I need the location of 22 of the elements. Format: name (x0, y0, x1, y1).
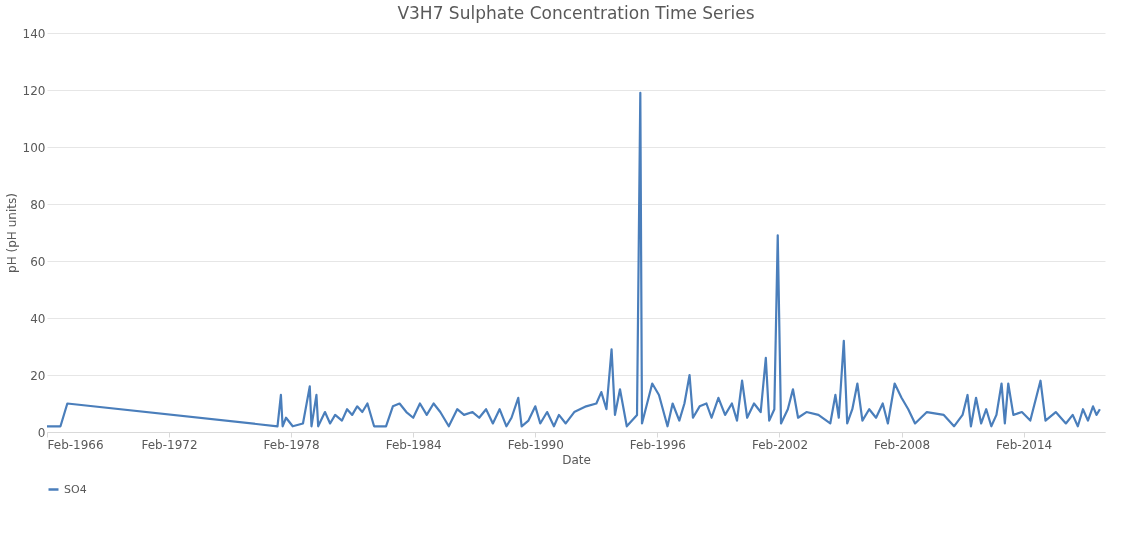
legend-label: SO4 (64, 482, 87, 496)
y-tick-label: 40 (30, 311, 46, 326)
x-axis-title: Date (562, 452, 591, 467)
x-tick-label: Feb-2014 (996, 437, 1053, 452)
y-tick-label: 80 (30, 197, 46, 212)
x-tick-label: Feb-1990 (507, 437, 564, 452)
line-series (45, 91, 1101, 428)
x-tick-label: Feb-1966 (47, 437, 104, 452)
x-tick-label: Feb-2002 (751, 437, 809, 452)
y-tick-label: 120 (22, 83, 46, 98)
chart-title: V3H7 Sulphate Concentration Time Series (397, 3, 755, 23)
y-tick-label: 140 (22, 26, 46, 41)
y-tick-label: 20 (30, 368, 46, 383)
y-tick-label: 100 (22, 140, 46, 155)
x-tick-label: Feb-1978 (263, 437, 320, 452)
y-tick-label: 60 (30, 254, 46, 269)
x-tick-label: Feb-2008 (873, 437, 931, 452)
x-tick-label: Feb-1996 (629, 437, 686, 452)
y-axis-title: pH (pH units) (4, 193, 19, 273)
x-tick-label: Feb-1984 (385, 437, 442, 452)
y-tick-label: 0 (37, 425, 46, 440)
x-tick-label: Feb-1972 (141, 437, 198, 452)
